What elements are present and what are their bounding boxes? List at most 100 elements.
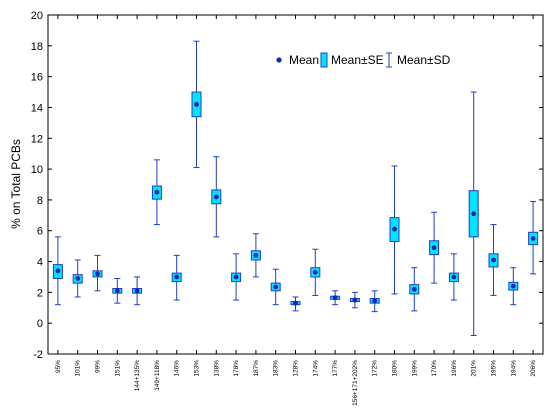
data-group <box>112 277 123 304</box>
data-group <box>528 200 539 275</box>
y-tick-label: 4 <box>37 257 43 269</box>
x-tick-label: 187% <box>253 360 260 377</box>
mean-point <box>451 274 457 280</box>
x-tick-label: 156+171+202% <box>352 360 359 406</box>
x-tick-label: 128% <box>293 360 300 377</box>
x-tick-label: 99% <box>95 360 102 373</box>
data-group <box>448 253 459 301</box>
y-tick-label: 14 <box>31 102 43 114</box>
mean-point <box>273 284 279 290</box>
mean-point <box>233 274 239 280</box>
mean-point <box>431 245 437 251</box>
data-group <box>330 290 341 306</box>
data-group <box>191 40 202 169</box>
mean-point <box>392 226 397 232</box>
data-marks <box>52 40 539 337</box>
x-tick-label: 195% <box>491 360 498 377</box>
data-group <box>270 268 281 306</box>
x-tick-label: 174% <box>312 360 319 377</box>
y-tick-label: -2 <box>33 349 43 361</box>
data-group <box>488 224 499 296</box>
data-group <box>409 267 420 312</box>
mean-point <box>55 268 61 274</box>
x-tick-label: 177% <box>332 360 339 377</box>
x-tick-label: 153% <box>194 360 201 377</box>
y-axis-label: % on Total PCBs <box>9 139 23 229</box>
legend-mean-marker <box>276 57 282 63</box>
x-tick-label: 95% <box>55 360 62 373</box>
data-group <box>290 296 301 312</box>
mean-point <box>530 236 536 241</box>
x-tick-label: 178% <box>233 360 240 377</box>
y-tick-label: 16 <box>31 72 43 84</box>
mean-point <box>491 257 496 263</box>
y-tick-label: 2 <box>37 287 43 299</box>
data-group <box>389 165 400 295</box>
y-tick-label: 12 <box>31 133 43 145</box>
x-tick-label: 183% <box>273 360 280 377</box>
mean-point <box>293 300 298 306</box>
data-group <box>369 290 380 313</box>
mean-point <box>332 295 338 301</box>
legend-sd-label: Mean±SD <box>397 53 451 67</box>
data-group <box>211 156 222 238</box>
data-group <box>132 276 143 306</box>
y-tick-label: 20 <box>31 10 43 22</box>
data-group <box>92 254 103 292</box>
data-group <box>52 236 63 306</box>
x-tick-label: 199% <box>411 360 418 377</box>
data-group <box>250 233 261 278</box>
legend-sd-marker <box>386 52 392 68</box>
mean-point <box>213 194 219 200</box>
y-tick-label: 8 <box>37 195 43 207</box>
data-group <box>151 159 162 226</box>
mean-point <box>194 101 199 107</box>
mean-point <box>372 298 378 304</box>
mean-point <box>352 297 358 303</box>
x-tick-label: 196% <box>451 360 458 377</box>
legend: Mean Mean±SE Mean±SD <box>276 52 451 68</box>
mean-point <box>510 283 516 289</box>
mean-point <box>312 269 318 275</box>
data-group <box>310 248 321 296</box>
x-tick-label: 201% <box>471 360 478 377</box>
y-tick-label: 6 <box>37 226 43 238</box>
x-tick-label: 146% <box>174 360 181 377</box>
mean-point <box>411 286 417 292</box>
legend-se-marker <box>320 52 328 68</box>
data-group <box>72 259 83 298</box>
mean-point <box>114 288 120 294</box>
data-group <box>349 291 360 309</box>
y-tick-label: 18 <box>31 41 43 53</box>
y-axis: -2 0 2 4 6 8 10 12 14 16 18 20 <box>31 10 543 361</box>
x-tick-label: 149+118% <box>154 360 161 391</box>
x-tick-label: 194% <box>510 360 517 377</box>
x-tick-label: 170% <box>431 360 438 377</box>
mean-point <box>154 189 160 195</box>
mean-point <box>95 271 100 277</box>
legend-mean-label: Mean <box>289 53 319 67</box>
mean-point <box>134 288 140 294</box>
data-group <box>231 253 242 301</box>
y-tick-label: 0 <box>37 318 43 330</box>
x-tick-label: 206% <box>530 360 537 377</box>
data-group <box>429 211 440 284</box>
y-tick-label: 10 <box>31 164 43 176</box>
x-tick-label: 101% <box>75 360 82 377</box>
data-group <box>171 254 182 301</box>
x-tick-label: 138% <box>213 360 220 377</box>
data-group <box>468 91 479 337</box>
x-axis: 95% 101% 99% 151% 144+135% 149+118% 146% 153% 13… <box>55 15 537 406</box>
x-tick-label: 151% <box>114 360 121 377</box>
mean-point <box>471 211 477 217</box>
x-tick-label: 144+135% <box>134 360 141 391</box>
legend-se-label: Mean±SE <box>331 53 384 67</box>
mean-point <box>174 274 180 280</box>
mean-point <box>75 276 81 281</box>
x-tick-label: 172% <box>372 360 379 377</box>
x-tick-label: 180% <box>392 360 399 377</box>
data-group <box>508 267 519 306</box>
mean-point <box>253 252 259 258</box>
